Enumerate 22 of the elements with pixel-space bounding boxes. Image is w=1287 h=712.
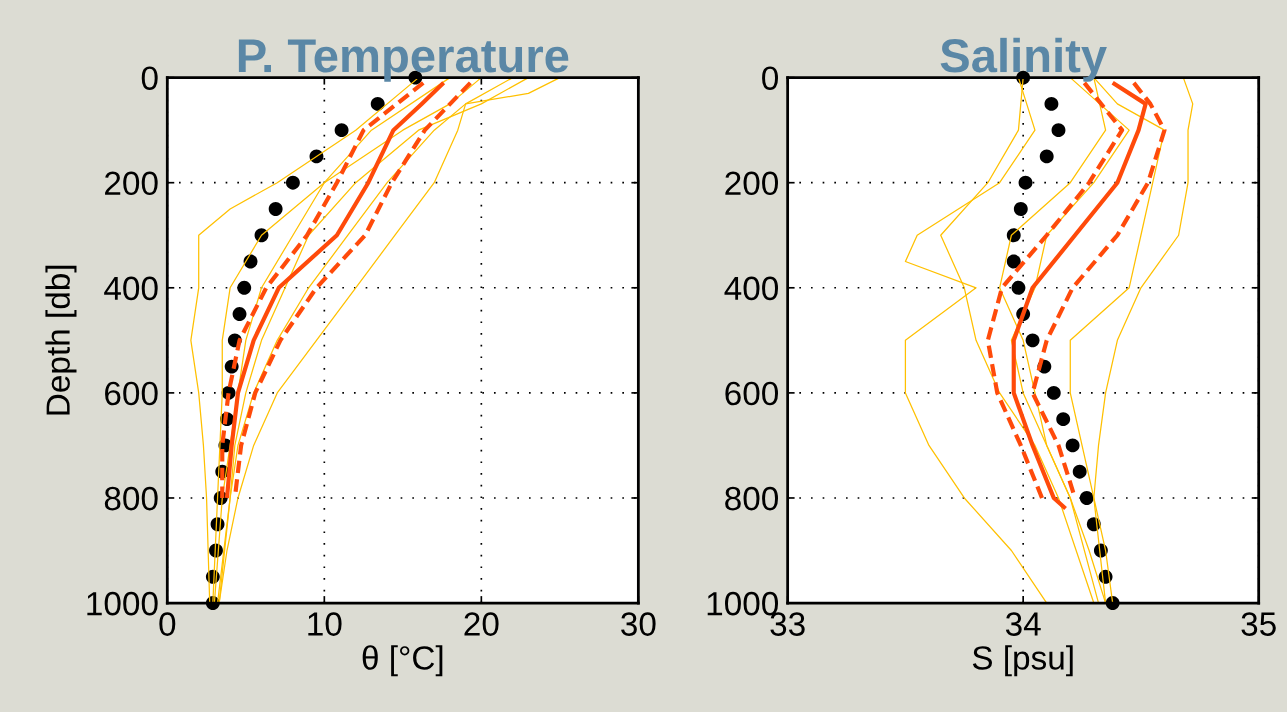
y-tick-label: 200 — [105, 171, 158, 196]
x-tick-label: 35 — [1241, 612, 1276, 636]
y-tick-label: 600 — [725, 381, 779, 406]
x-tick-label: 30 — [621, 612, 656, 636]
chart-title: P. Temperature — [238, 39, 569, 82]
y-tick-label: 0 — [762, 66, 779, 91]
x-axis-title: θ [°C] — [362, 645, 443, 677]
x-tick-label: 0 — [159, 612, 176, 636]
x-tick-label: 20 — [464, 612, 499, 636]
y-tick-label: 600 — [105, 381, 158, 406]
y-tick-label: 400 — [104, 276, 158, 301]
x-axis-title: S [psu] — [972, 645, 1073, 677]
y-tick-label: 200 — [725, 171, 779, 196]
chart-title: Salinity — [940, 37, 1107, 82]
x-tick-label: 34 — [1005, 612, 1041, 636]
y-tick-label: 0 — [141, 66, 158, 91]
y-tick-label: 400 — [724, 276, 779, 301]
y-axis-title: Depth [db] — [45, 265, 77, 415]
y-tick-label: 1000 — [87, 591, 158, 616]
x-tick-label: 10 — [308, 612, 342, 636]
y-tick-label: 800 — [104, 486, 158, 511]
y-tick-label: 800 — [725, 486, 779, 511]
